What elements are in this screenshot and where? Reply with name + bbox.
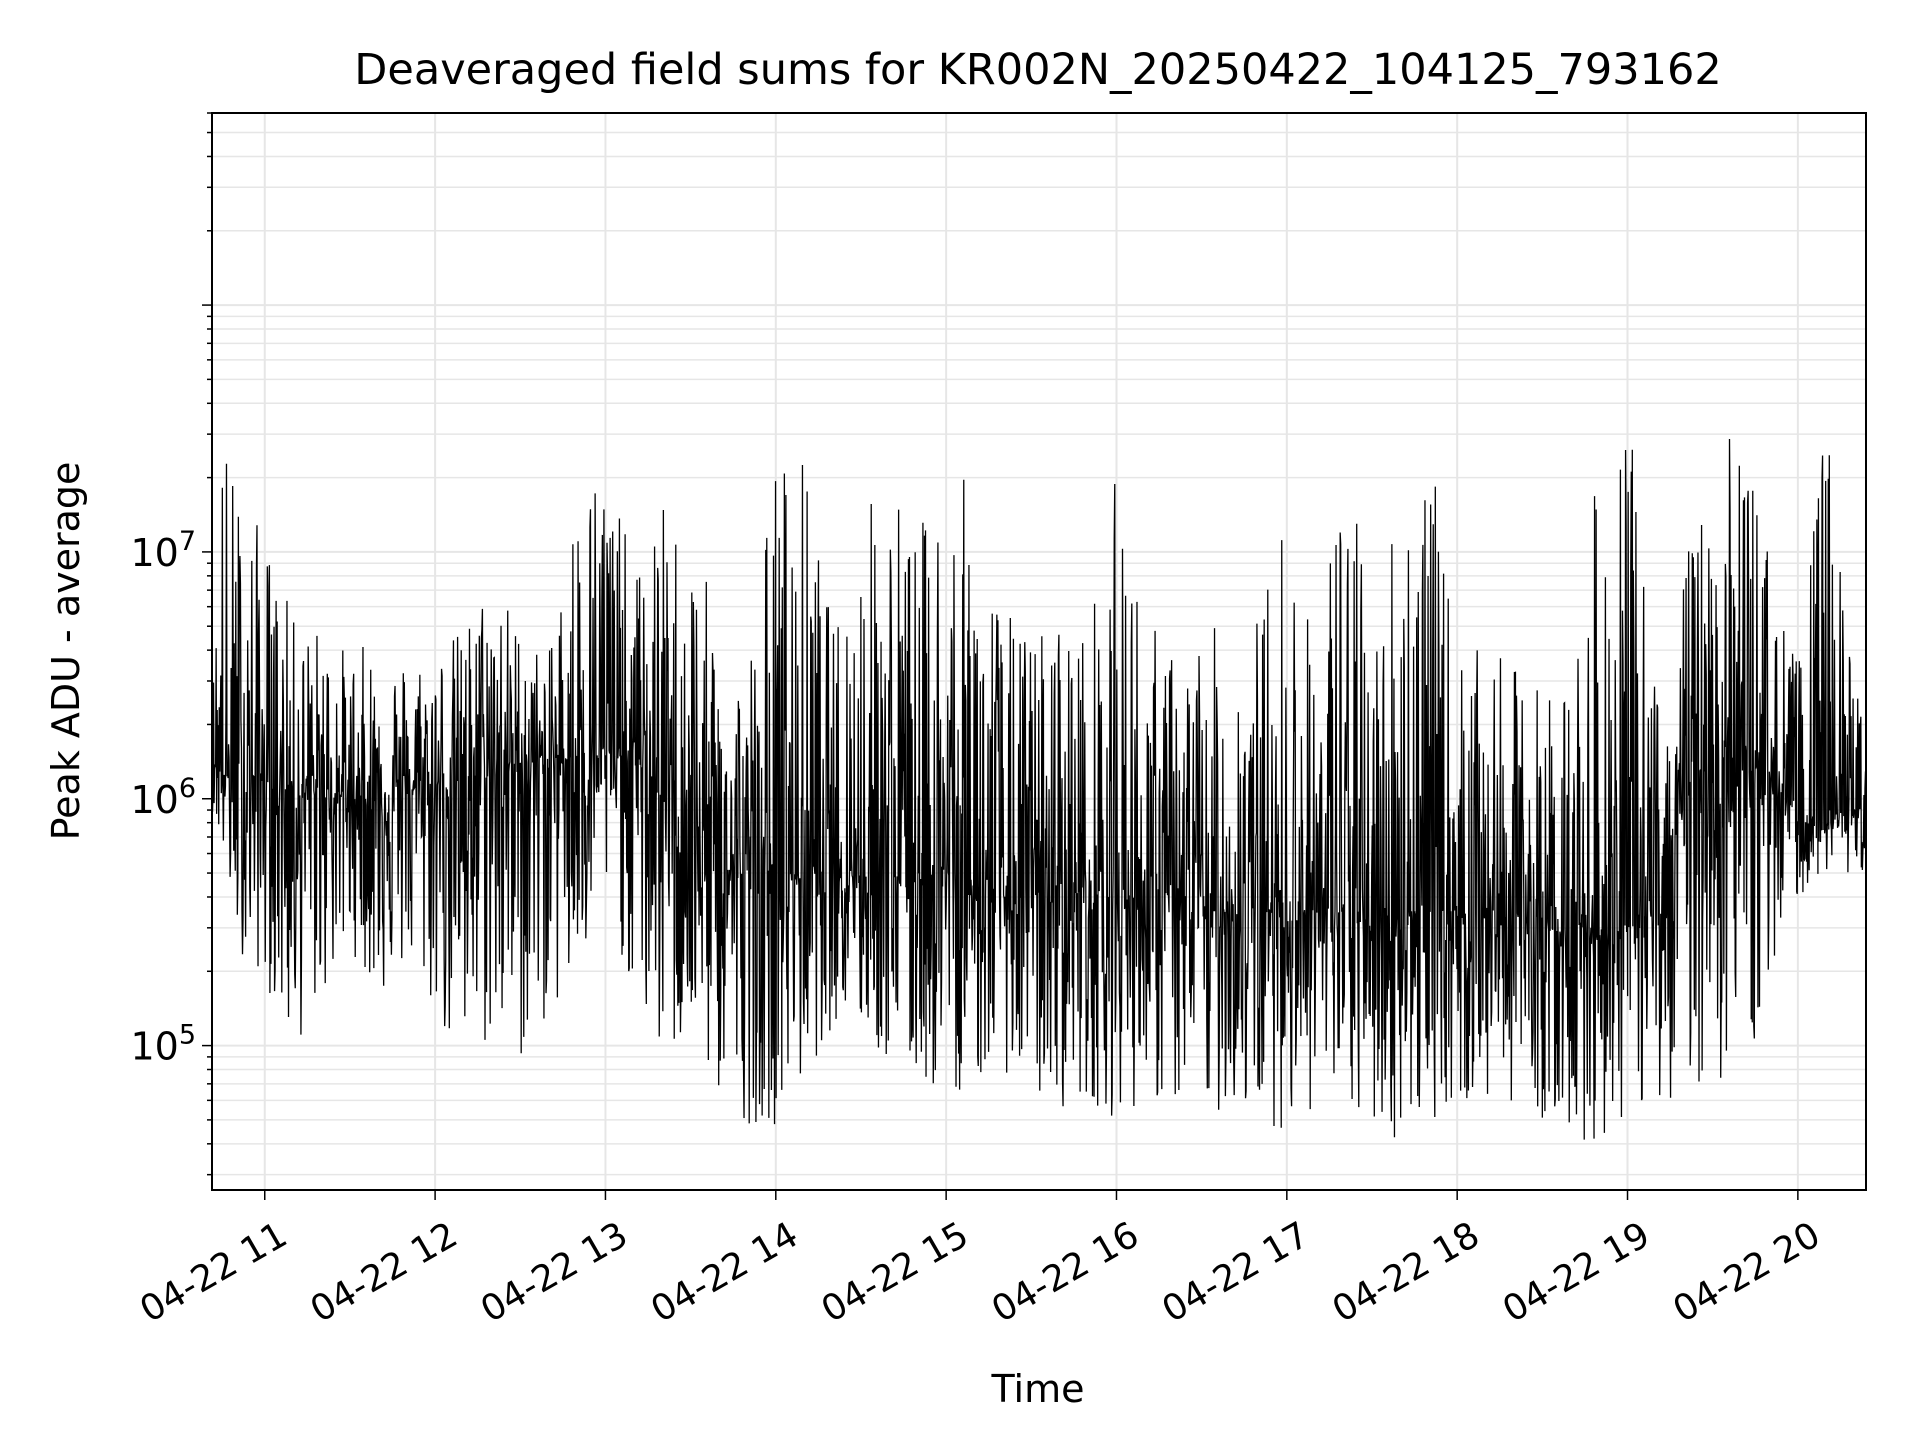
series-line: [211, 438, 1867, 1140]
y-tick-label: 107: [130, 526, 196, 575]
chart-title: Deaveraged field sums for KR002N_2025042…: [354, 45, 1721, 95]
y-tick-label: 105: [130, 1020, 196, 1069]
y-axis: 105 106 107: [130, 112, 212, 1176]
plot-area: [211, 438, 1867, 1140]
y-axis-label: Peak ADU - average: [44, 462, 88, 841]
plot-frame: [211, 112, 1867, 1191]
x-axis-label: Time: [991, 1367, 1085, 1411]
y-tick-label: 106: [130, 773, 196, 822]
